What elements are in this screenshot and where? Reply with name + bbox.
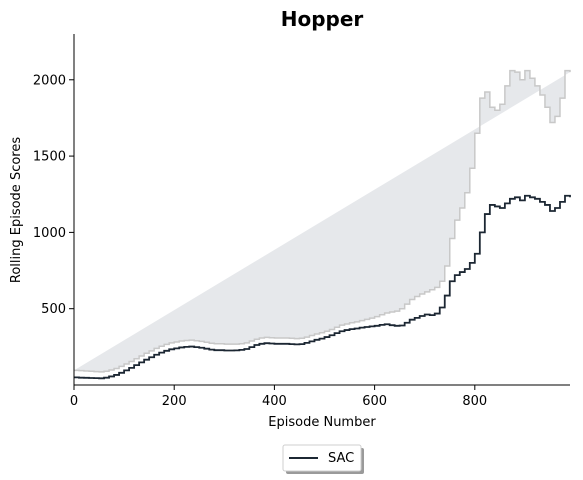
chart-title: Hopper: [281, 7, 364, 31]
axes: 0 200 400 600 800 500 1000 1500 2000: [33, 34, 570, 409]
x-axis-label: Episode Number: [268, 415, 376, 430]
y-axis-label: Rolling Episode Scores: [9, 137, 24, 283]
plot-area: [74, 69, 571, 380]
series-sac-confidence-band: [74, 69, 571, 373]
x-tick-label: 400: [262, 394, 287, 409]
y-tick-label: 2000: [33, 73, 66, 88]
legend: SAC: [282, 444, 364, 474]
y-tick-label: 1500: [33, 150, 66, 165]
x-ticks: 0 200 400 600 800: [70, 385, 487, 409]
y-tick-label: 500: [41, 302, 66, 317]
x-tick-label: 0: [70, 394, 78, 409]
x-tick-label: 600: [362, 394, 387, 409]
legend-label-sac: SAC: [328, 451, 354, 466]
series-sac-line: [74, 194, 571, 380]
y-ticks: 500 1000 1500 2000: [33, 73, 74, 317]
y-tick-label: 1000: [33, 226, 66, 241]
x-tick-label: 800: [462, 394, 487, 409]
x-tick-label: 200: [162, 394, 187, 409]
legend-box: [282, 444, 362, 472]
